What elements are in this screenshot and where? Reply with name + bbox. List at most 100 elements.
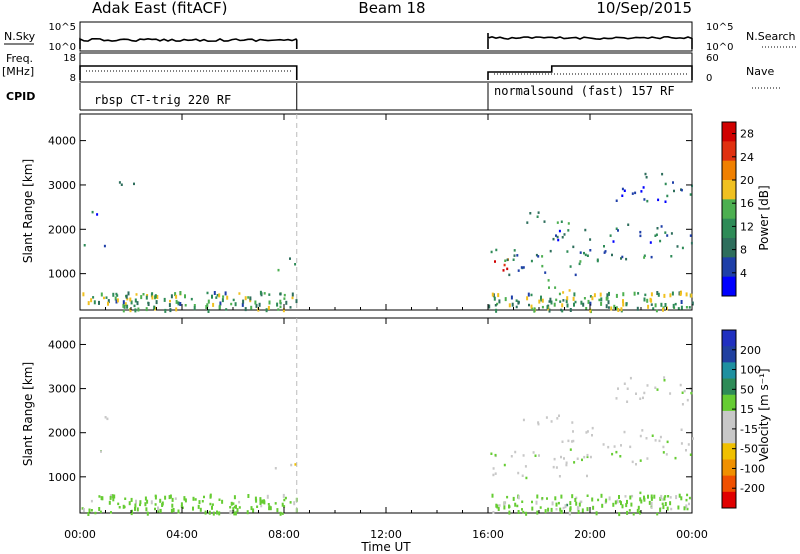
colorbar-tick-label: 8: [740, 244, 747, 257]
echo-cell: [622, 302, 625, 307]
colorbar-segment: [722, 410, 736, 428]
echo-cell: [511, 302, 514, 307]
echo-cell: [498, 299, 501, 304]
echo-cell: [284, 496, 287, 500]
echo-cell: [274, 502, 277, 505]
echo-cell: [90, 509, 93, 512]
echo-cell: [690, 391, 693, 395]
echo-cell: [492, 467, 495, 470]
echo-cell: [615, 306, 618, 311]
echo-cell: [649, 241, 652, 244]
echo-cell: [525, 511, 528, 516]
echo-cell: [207, 299, 210, 304]
echo-cell: [633, 291, 636, 296]
y-tick-label: 2000: [48, 427, 76, 440]
echo-cell: [586, 494, 589, 497]
echo-cell: [267, 503, 270, 506]
nave-tick-bottom: 0: [706, 73, 712, 84]
echo-cell: [591, 296, 594, 301]
echo-cell: [562, 291, 565, 294]
echo-cell: [655, 309, 658, 313]
nsearch-tick-bottom: 10^0: [706, 42, 733, 53]
echo-cell: [522, 510, 525, 514]
echo-cell: [536, 215, 539, 218]
echo-cell: [133, 304, 136, 308]
echo-cell: [112, 292, 115, 297]
echo-cell: [82, 508, 85, 512]
echo-cell: [552, 237, 555, 241]
echo-cell: [560, 455, 562, 459]
echo-cell: [169, 299, 171, 303]
echo-cell: [631, 494, 634, 498]
echo-cell: [639, 459, 642, 462]
echo-cell: [204, 510, 207, 515]
echo-cell: [494, 453, 497, 457]
echo-cell: [263, 292, 266, 295]
echo-cell: [609, 234, 612, 237]
echo-cell: [624, 495, 627, 498]
echo-cell: [669, 496, 672, 499]
echo-cell: [635, 392, 637, 395]
colorbar-frame: [721, 121, 737, 297]
echo-cell: [586, 507, 589, 512]
echo-cell: [212, 511, 215, 516]
echo-cell: [544, 271, 547, 274]
echo-cell: [289, 257, 291, 260]
echo-cell: [216, 510, 218, 515]
echo-cell: [618, 512, 621, 517]
echo-cell: [83, 244, 86, 247]
echo-cell: [515, 305, 518, 309]
echo-cell: [566, 503, 569, 507]
echo-cell: [259, 290, 262, 295]
echo-cell: [206, 291, 209, 295]
echo-cell: [625, 503, 628, 508]
echo-cell: [586, 430, 589, 433]
echo-cell: [661, 172, 664, 176]
y-tick-label: 4000: [48, 338, 76, 351]
echo-cell: [201, 500, 204, 503]
echo-cell: [508, 510, 511, 515]
echo-cell: [130, 512, 133, 516]
freq-panel: [79, 52, 693, 83]
echo-cell: [680, 300, 683, 304]
echo-cell: [139, 500, 142, 505]
echo-cell: [621, 194, 624, 197]
echo-cell: [649, 297, 652, 302]
echo-cell: [555, 298, 558, 302]
echo-cell: [571, 440, 573, 443]
echo-cell: [524, 465, 527, 468]
echo-cell: [567, 439, 570, 443]
plot-frame: [79, 317, 693, 514]
echo-cell: [122, 300, 125, 305]
echo-cell: [573, 292, 576, 297]
echo-cell: [644, 293, 647, 297]
echo-cell: [574, 300, 577, 304]
echo-cell: [560, 308, 563, 312]
echo-cell: [591, 426, 594, 430]
echo-cell: [104, 416, 107, 419]
echo-cell: [261, 499, 264, 504]
echo-cell: [218, 293, 221, 298]
echo-cell: [203, 495, 205, 499]
echo-cell: [494, 304, 497, 307]
echo-cell: [536, 510, 539, 515]
echo-cell: [198, 500, 201, 505]
status-traces: [79, 33, 693, 110]
echo-cell: [565, 299, 568, 304]
echo-cell: [103, 296, 105, 300]
echo-cell: [566, 250, 569, 253]
y-tick-label: 3000: [48, 179, 76, 192]
echo-cell: [656, 291, 659, 295]
echo-cell: [571, 494, 574, 499]
echo-cell: [560, 509, 563, 514]
echo-cell: [504, 259, 507, 262]
echo-cell: [250, 305, 253, 310]
echo-cell: [530, 259, 533, 263]
echo-cell: [690, 293, 693, 298]
y-tick-label: 1000: [48, 268, 76, 281]
echo-cell: [146, 511, 149, 516]
echo-cell: [574, 273, 577, 277]
echo-cell: [628, 509, 631, 512]
echo-cell: [260, 504, 263, 508]
echo-cell: [689, 453, 692, 456]
